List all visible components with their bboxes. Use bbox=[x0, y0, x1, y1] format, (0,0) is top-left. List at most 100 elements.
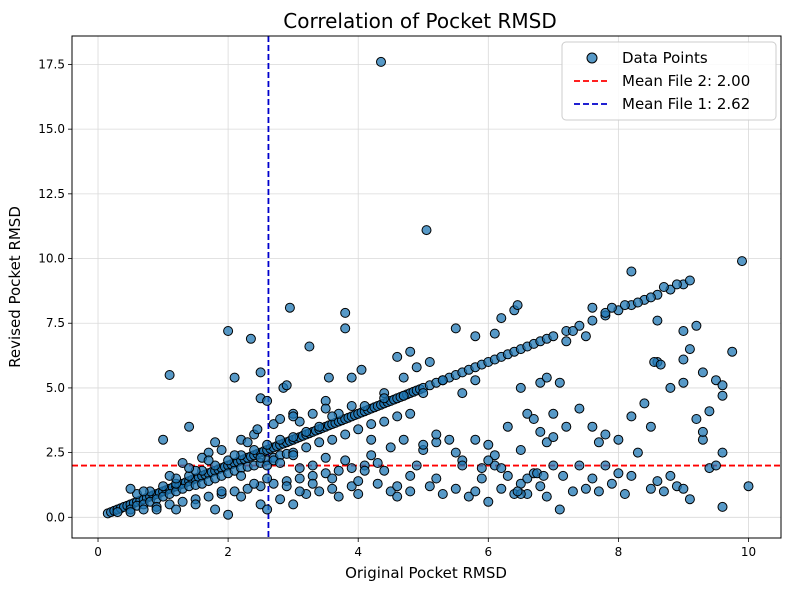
data-point bbox=[385, 442, 396, 453]
data-point bbox=[210, 460, 221, 471]
data-point bbox=[320, 403, 331, 414]
data-point bbox=[418, 388, 429, 399]
data-point bbox=[418, 439, 429, 450]
x-tick-label: 0 bbox=[94, 545, 102, 559]
y-tick-label: 12.5 bbox=[38, 187, 65, 201]
data-point bbox=[190, 499, 201, 510]
data-point bbox=[245, 333, 256, 344]
data-point bbox=[450, 483, 461, 494]
data-point bbox=[346, 372, 357, 383]
data-point bbox=[470, 331, 481, 342]
data-point bbox=[171, 504, 182, 515]
data-point bbox=[437, 375, 448, 386]
data-point bbox=[512, 486, 523, 497]
data-point bbox=[665, 470, 676, 481]
data-point bbox=[489, 328, 500, 339]
data-point bbox=[444, 434, 455, 445]
data-point bbox=[489, 450, 500, 461]
data-point bbox=[346, 401, 357, 411]
data-point bbox=[223, 509, 234, 520]
data-point bbox=[268, 419, 279, 430]
data-point bbox=[288, 432, 299, 443]
data-point bbox=[587, 473, 598, 484]
data-point bbox=[717, 447, 728, 458]
data-point bbox=[281, 380, 292, 391]
data-point bbox=[301, 426, 312, 437]
data-point bbox=[252, 424, 263, 435]
data-point bbox=[619, 300, 630, 311]
data-point bbox=[548, 460, 559, 471]
x-axis-label: Original Pocket RMSD bbox=[345, 564, 507, 582]
data-point bbox=[314, 486, 325, 497]
data-point bbox=[112, 507, 123, 518]
data-point bbox=[320, 452, 331, 463]
data-point bbox=[671, 279, 682, 290]
data-point bbox=[379, 465, 390, 476]
x-tick-label: 8 bbox=[615, 545, 623, 559]
data-point bbox=[691, 320, 702, 331]
data-point bbox=[359, 401, 370, 411]
data-point bbox=[593, 437, 604, 448]
data-point bbox=[262, 395, 273, 406]
data-point bbox=[580, 483, 591, 494]
data-point bbox=[684, 494, 695, 505]
data-point bbox=[697, 426, 708, 437]
data-point bbox=[535, 481, 546, 492]
data-point bbox=[652, 315, 663, 326]
data-point bbox=[379, 416, 390, 427]
data-point bbox=[307, 460, 318, 471]
data-point bbox=[301, 442, 312, 453]
data-point bbox=[652, 476, 663, 487]
data-point bbox=[541, 437, 552, 448]
data-point bbox=[470, 434, 481, 445]
data-point bbox=[281, 481, 292, 492]
data-point bbox=[405, 470, 416, 481]
data-point bbox=[249, 445, 260, 455]
x-tick-label: 4 bbox=[354, 545, 362, 559]
data-point bbox=[691, 414, 702, 424]
data-point bbox=[323, 372, 334, 383]
data-point bbox=[587, 421, 598, 432]
data-point bbox=[658, 486, 669, 497]
data-point bbox=[548, 432, 559, 443]
data-point bbox=[372, 458, 383, 468]
data-point bbox=[275, 494, 286, 505]
data-point bbox=[411, 362, 422, 373]
data-point bbox=[304, 341, 315, 352]
data-point bbox=[645, 292, 656, 303]
chart-title: Correlation of Pocket RMSD bbox=[283, 9, 556, 33]
data-point bbox=[561, 421, 572, 432]
data-point bbox=[548, 331, 559, 342]
legend-marker-data-points bbox=[586, 52, 598, 64]
data-point bbox=[262, 473, 273, 484]
data-point bbox=[606, 478, 617, 489]
data-point bbox=[346, 481, 357, 492]
data-point bbox=[327, 411, 338, 422]
data-point bbox=[704, 406, 715, 417]
data-point bbox=[658, 282, 669, 292]
legend: Data Points Mean File 2: 2.00 Mean File … bbox=[561, 41, 777, 121]
data-point bbox=[496, 313, 507, 324]
data-point bbox=[512, 300, 523, 311]
data-point bbox=[210, 504, 221, 515]
data-point bbox=[249, 478, 260, 489]
y-tick-label: 0.0 bbox=[46, 510, 65, 524]
data-point bbox=[496, 483, 507, 494]
data-points bbox=[102, 56, 754, 520]
data-point bbox=[405, 346, 416, 357]
y-axis-label: Revised Pocket RMSD bbox=[6, 206, 24, 368]
data-point bbox=[216, 486, 227, 497]
data-point bbox=[684, 344, 695, 355]
data-point bbox=[655, 359, 666, 370]
data-point bbox=[561, 336, 572, 347]
grid bbox=[72, 36, 781, 538]
data-point bbox=[216, 445, 227, 455]
data-point bbox=[632, 447, 643, 458]
data-point bbox=[431, 429, 442, 440]
data-point bbox=[424, 357, 435, 367]
data-point bbox=[574, 320, 585, 331]
data-point bbox=[483, 439, 494, 450]
data-point bbox=[262, 439, 273, 450]
data-point bbox=[600, 307, 611, 318]
data-point bbox=[294, 486, 305, 497]
